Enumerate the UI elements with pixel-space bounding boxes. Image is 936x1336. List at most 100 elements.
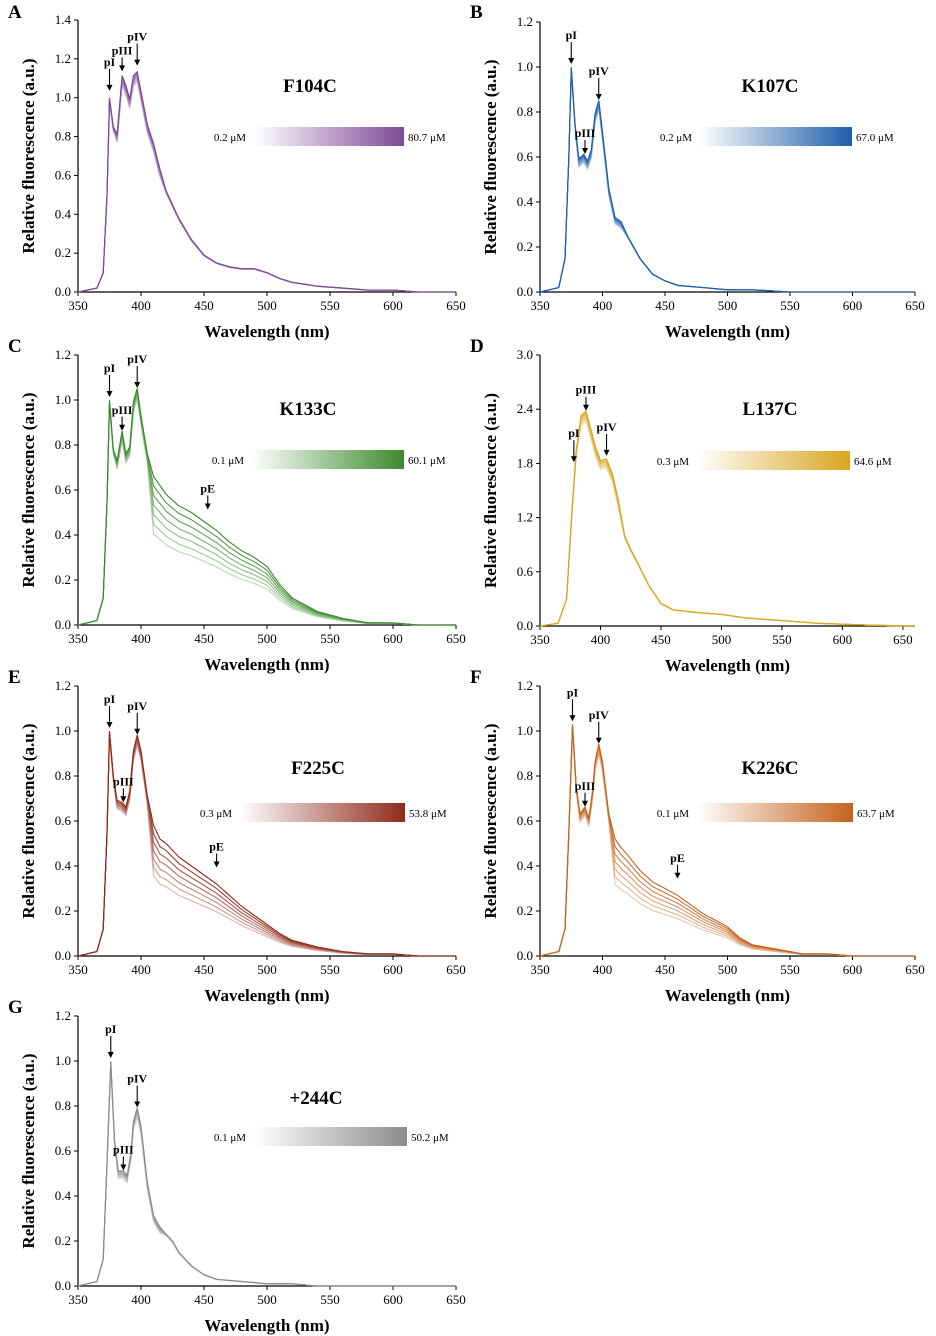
panel-A: 350 400 450 500 550 600 650 0.0 0.2 0.4 0.6 0.8 1.0 1… — [8, 2, 466, 341]
x-tick-label: 500 — [257, 1292, 277, 1307]
spectrum-line — [77, 733, 456, 957]
spectrum-line — [539, 70, 915, 293]
peak-label-pI: pI — [104, 361, 116, 375]
peak-label-pIII: pIII — [575, 126, 596, 140]
concentration-high-label: 67.0 μM — [856, 132, 894, 144]
x-tick-label: 350 — [530, 632, 550, 647]
peak-arrowhead — [134, 382, 141, 388]
x-tick-label: 600 — [383, 962, 403, 977]
concentration-low-label: 0.1 μM — [214, 1132, 246, 1144]
concentration-low-label: 0.1 μM — [212, 455, 244, 467]
peak-arrowhead — [120, 796, 127, 803]
y-tick-label: 0.4 — [517, 194, 534, 209]
y-tick-label: 0.2 — [55, 1233, 71, 1248]
peak-arrowhead — [119, 424, 126, 431]
x-tick-label: 600 — [383, 298, 403, 313]
peak-arrowhead — [569, 715, 576, 722]
y-axis-title: Relative fluorescence (a.u.) — [19, 1053, 38, 1248]
y-axis-title: Relative fluorescence (a.u.) — [481, 393, 500, 588]
peak-label-pI: pI — [567, 685, 579, 699]
y-tick-label: 1.2 — [517, 14, 533, 29]
x-tick-label: 550 — [320, 631, 340, 646]
spectrum-line — [539, 726, 915, 957]
x-tick-label: 400 — [593, 962, 613, 977]
x-tick-label: 350 — [530, 298, 550, 313]
x-tick-label: 450 — [194, 962, 214, 977]
spectrum-line — [77, 391, 456, 626]
concentration-gradient-bar — [700, 127, 852, 146]
x-tick-label: 500 — [712, 632, 732, 647]
y-tick-label: 0.0 — [517, 284, 533, 299]
y-tick-label: 0.6 — [517, 813, 534, 828]
x-tick-label: 550 — [320, 1292, 340, 1307]
y-tick-label: 1.0 — [517, 59, 533, 74]
spectrum-line — [539, 67, 915, 293]
y-tick-label: 0.4 — [55, 206, 72, 221]
x-tick-label: 350 — [530, 962, 550, 977]
panel-letter: D — [470, 336, 484, 357]
y-axis-title: Relative fluorescence (a.u.) — [481, 59, 500, 254]
y-tick-label: 0.2 — [55, 903, 71, 918]
spectrum-line — [77, 388, 456, 626]
spectrum-line — [539, 725, 915, 957]
y-tick-label: 0.6 — [55, 1143, 72, 1158]
peak-arrowhead — [134, 728, 141, 735]
y-tick-label: 0.2 — [517, 903, 533, 918]
x-tick-label: 550 — [780, 298, 800, 313]
spectrum-line — [77, 77, 456, 293]
peak-arrowhead — [106, 722, 113, 728]
y-tick-label: 0.4 — [55, 1188, 72, 1203]
peak-label-pIII: pIII — [576, 383, 597, 397]
peak-arrowhead — [568, 58, 575, 64]
peak-arrowhead — [213, 861, 220, 868]
peak-arrowhead — [134, 1101, 141, 1108]
x-axis-title: Wavelength (nm) — [665, 322, 790, 341]
y-tick-label: 0.6 — [517, 149, 534, 164]
x-tick-label: 550 — [320, 298, 340, 313]
x-tick-label: 600 — [843, 298, 863, 313]
concentration-gradient-bar — [697, 451, 850, 470]
y-tick-label: 0.4 — [55, 858, 72, 873]
y-tick-label: 1.2 — [55, 51, 71, 66]
x-tick-label: 450 — [194, 298, 214, 313]
y-tick-label: 0.8 — [517, 768, 533, 783]
peak-label-pI: pI — [105, 1022, 117, 1036]
mutant-label: L137C — [743, 399, 798, 420]
mutant-label: K226C — [742, 758, 799, 779]
y-tick-label: 2.4 — [517, 401, 534, 416]
peak-label-pE: pE — [670, 851, 685, 865]
y-tick-label: 1.4 — [55, 12, 72, 27]
y-tick-label: 1.0 — [517, 723, 533, 738]
y-tick-label: 0.2 — [55, 245, 71, 260]
y-tick-label: 1.2 — [517, 510, 533, 525]
x-tick-label: 350 — [68, 962, 88, 977]
x-tick-label: 600 — [383, 631, 403, 646]
y-tick-label: 1.0 — [55, 1053, 71, 1068]
x-tick-label: 550 — [772, 632, 792, 647]
panel-letter: C — [8, 336, 22, 357]
x-axis-title: Wavelength (nm) — [204, 322, 329, 341]
x-tick-label: 350 — [68, 1292, 88, 1307]
mutant-label: K107C — [742, 76, 799, 97]
panel-letter: B — [470, 2, 483, 23]
x-tick-label: 400 — [131, 631, 151, 646]
peak-label-pIV: pIV — [597, 420, 617, 434]
y-tick-label: 1.2 — [55, 678, 71, 693]
x-tick-label: 350 — [68, 631, 88, 646]
mutant-label: F104C — [283, 76, 337, 97]
x-tick-label: 400 — [131, 1292, 151, 1307]
x-tick-label: 450 — [194, 631, 214, 646]
spectrum-line — [539, 413, 916, 627]
mutant-label: +244C — [289, 1088, 342, 1109]
x-axis-title: Wavelength (nm) — [204, 1316, 329, 1335]
y-tick-label: 0.8 — [55, 129, 71, 144]
concentration-high-label: 60.1 μM — [408, 455, 446, 467]
peak-arrowhead — [120, 1164, 127, 1171]
spectrum-line — [77, 1065, 456, 1287]
spectrum-line — [539, 69, 915, 293]
panel-letter: E — [8, 667, 21, 688]
x-axis-title: Wavelength (nm) — [665, 656, 790, 675]
y-tick-label: 0.4 — [55, 527, 72, 542]
x-tick-label: 650 — [446, 1292, 466, 1307]
x-axis-title: Wavelength (nm) — [204, 655, 329, 674]
